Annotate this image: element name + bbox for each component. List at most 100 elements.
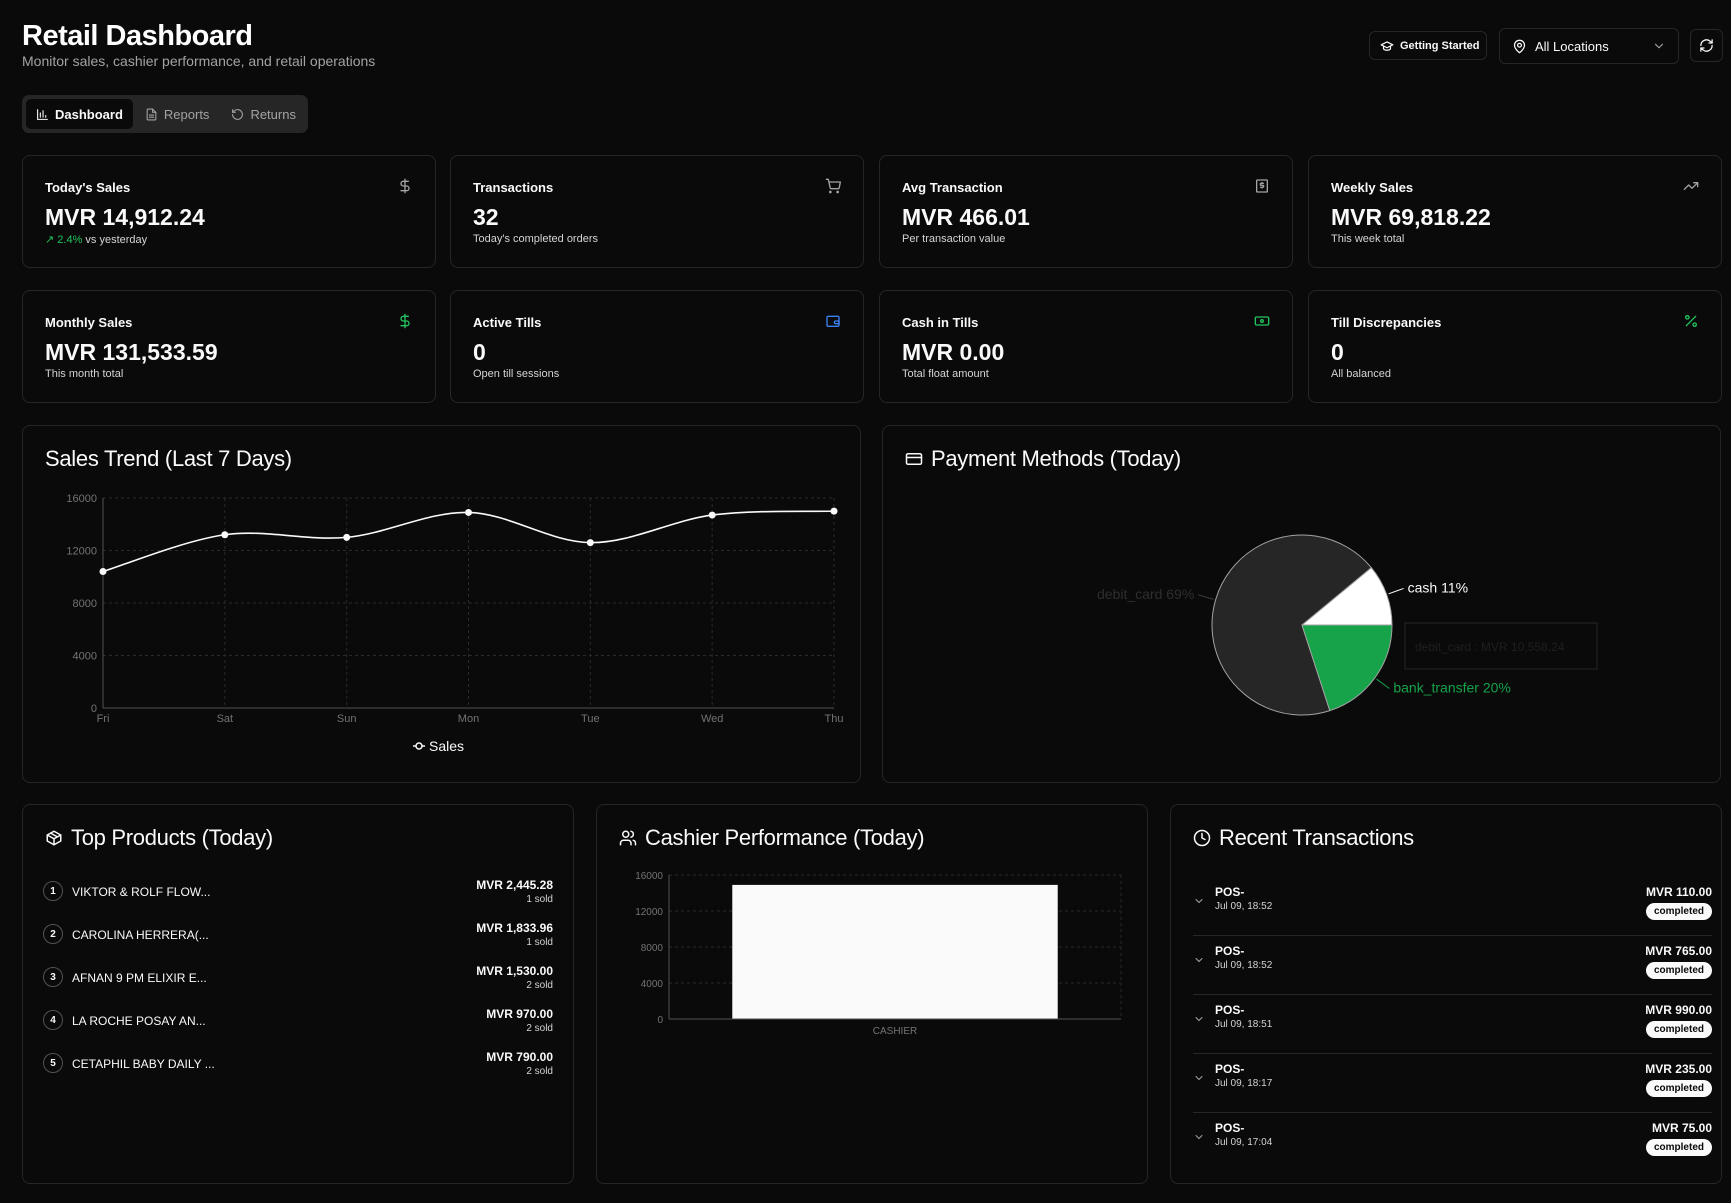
trend-up-icon: ↗ <box>45 234 55 246</box>
chevron-down-icon[interactable] <box>1193 895 1205 907</box>
x-tick-label: Tue <box>581 713 600 725</box>
pie-label-cash: cash 11% <box>1408 579 1468 595</box>
transaction-id: POS- <box>1215 885 1245 899</box>
transaction-id: POS- <box>1215 1121 1245 1135</box>
transaction-date: Jul 09, 18:52 <box>1215 960 1273 971</box>
table-row[interactable]: POS- Jul 09, 18:51 MVR 990.00 completed <box>1193 995 1712 1054</box>
transaction-id: POS- <box>1215 1003 1245 1017</box>
data-point[interactable] <box>221 531 229 539</box>
top-products-title: Top Products (Today) <box>71 825 273 850</box>
data-point[interactable] <box>99 568 107 575</box>
product-name: CETAPHIL BABY DAILY ... <box>72 1057 215 1071</box>
stat-card-transactions: Transactions 32 Today's completed orders <box>450 155 864 268</box>
x-tick-label: Fri <box>97 713 110 725</box>
tab-reports[interactable]: Reports <box>135 99 220 129</box>
data-point[interactable] <box>586 539 594 547</box>
product-name: AFNAN 9 PM ELIXIR E... <box>72 971 207 985</box>
clock-icon <box>1193 829 1211 847</box>
product-sold: 2 sold <box>526 1023 553 1034</box>
stat-card-monthly-sales: Monthly Sales MVR 131,533.59 This month … <box>22 290 436 403</box>
pie-label-bank-transfer: bank_transfer 20% <box>1393 679 1511 695</box>
rank-badge: 5 <box>43 1053 63 1073</box>
product-amount: MVR 790.00 <box>486 1050 553 1064</box>
getting-started-label: Getting Started <box>1400 39 1480 52</box>
transaction-amount: MVR 110.00 <box>1645 885 1712 899</box>
pie-slice-bank-transfer[interactable] <box>1301 624 1393 712</box>
stat-label: Today's Sales <box>45 180 131 195</box>
location-select[interactable]: All Locations <box>1499 28 1679 64</box>
pie-slice-debit-card[interactable] <box>1211 534 1373 716</box>
tab-dashboard[interactable]: Dashboard <box>26 99 133 129</box>
transaction-date: Jul 09, 17:04 <box>1215 1137 1273 1148</box>
page-subtitle: Monitor sales, cashier performance, and … <box>22 53 376 69</box>
data-point[interactable] <box>343 533 351 541</box>
product-sold: 1 sold <box>526 894 553 905</box>
x-tick-label: Wed <box>701 713 723 725</box>
data-point[interactable] <box>708 511 716 519</box>
payment-methods-card: Payment Methods (Today) cash 11% debit_ca… <box>882 425 1721 783</box>
getting-started-button[interactable]: Getting Started <box>1369 31 1487 60</box>
bar[interactable] <box>732 884 1058 1019</box>
stat-sub: Today's completed orders <box>473 233 598 245</box>
tab-reports-label: Reports <box>163 106 210 122</box>
stat-label: Active Tills <box>473 315 542 330</box>
transaction-amount: MVR 990.00 <box>1645 1003 1712 1017</box>
recent-transactions-heading: Recent Transactions <box>1193 825 1414 851</box>
stat-value: MVR 466.01 <box>902 204 1030 230</box>
chevron-down-icon[interactable] <box>1193 954 1205 966</box>
stat-value: 0 <box>473 339 486 365</box>
list-item[interactable]: 1 VIKTOR & ROLF FLOW... MVR 2,445.28 1 s… <box>43 875 553 915</box>
list-item[interactable]: 5 CETAPHIL BABY DAILY ... MVR 790.00 2 s… <box>43 1047 553 1087</box>
status-badge: completed <box>1645 1139 1712 1156</box>
stat-card-till-discrepancies: Till Discrepancies 0 All balanced <box>1308 290 1722 403</box>
y-tick-label: 12000 <box>66 546 97 558</box>
table-row[interactable]: POS- Jul 09, 17:04 MVR 75.00 completed <box>1193 1113 1712 1172</box>
tab-returns[interactable]: Returns <box>221 99 306 129</box>
status-badge: completed <box>1645 903 1712 920</box>
product-sold: 2 sold <box>526 980 553 991</box>
map-pin-icon <box>1513 39 1526 53</box>
stat-label: Weekly Sales <box>1331 180 1414 195</box>
stat-sub: All balanced <box>1331 368 1391 380</box>
y-tick-label: 8000 <box>73 598 97 610</box>
transaction-date: Jul 09, 18:52 <box>1215 901 1273 912</box>
transaction-date: Jul 09, 18:51 <box>1215 1019 1273 1030</box>
stat-label: Avg Transaction <box>902 180 1003 195</box>
dollar-icon <box>400 178 410 194</box>
stat-sub: This week total <box>1331 233 1405 245</box>
stat-card-todays-sales: Today's Sales MVR 14,912.24 ↗ 2.4% vs ye… <box>22 155 436 268</box>
table-row[interactable]: POS- Jul 09, 18:52 MVR 110.00 completed <box>1193 877 1712 936</box>
pie-label-line <box>1376 678 1390 689</box>
users-icon <box>619 830 637 846</box>
payment-methods-heading: Payment Methods (Today) <box>905 446 1181 472</box>
receipt-icon <box>1256 179 1268 193</box>
bar-chart-icon <box>37 108 48 120</box>
refresh-button[interactable] <box>1690 29 1723 62</box>
stat-sub: Open till sessions <box>473 368 560 380</box>
y-tick-label: 16000 <box>635 871 663 882</box>
table-row[interactable]: POS- Jul 09, 18:52 MVR 765.00 completed <box>1193 936 1712 995</box>
list-item[interactable]: 3 AFNAN 9 PM ELIXIR E... MVR 1,530.00 2 … <box>43 961 553 1001</box>
chevron-down-icon[interactable] <box>1193 1013 1205 1025</box>
stat-value: MVR 14,912.24 <box>45 204 205 230</box>
y-tick-label: 4000 <box>641 979 664 990</box>
stat-label: Cash in Tills <box>902 315 979 330</box>
list-item[interactable]: 4 LA ROCHE POSAY AN... MVR 970.00 2 sold <box>43 1004 553 1044</box>
y-tick-label: 12000 <box>635 907 663 918</box>
legend-sales: Sales <box>429 738 464 754</box>
data-point[interactable] <box>830 507 838 515</box>
product-name: CAROLINA HERRERA(... <box>72 928 209 942</box>
chevron-down-icon[interactable] <box>1193 1131 1205 1143</box>
stat-trend: ↗ 2.4% vs yesterday <box>45 233 147 246</box>
transaction-amount: MVR 235.00 <box>1645 1062 1712 1076</box>
list-item[interactable]: 2 CAROLINA HERRERA(... MVR 1,833.96 1 so… <box>43 918 553 958</box>
chevron-down-icon[interactable] <box>1193 1072 1205 1084</box>
top-products-heading: Top Products (Today) <box>45 825 273 851</box>
table-row[interactable]: POS- Jul 09, 18:17 MVR 235.00 completed <box>1193 1054 1712 1113</box>
graduation-cap-icon <box>1380 40 1394 51</box>
y-tick-label: 0 <box>657 1015 663 1026</box>
data-point[interactable] <box>465 508 472 516</box>
x-tick-label: Sun <box>337 713 357 725</box>
product-amount: MVR 1,530.00 <box>476 964 553 978</box>
trend-percent: 2.4% <box>57 234 83 246</box>
